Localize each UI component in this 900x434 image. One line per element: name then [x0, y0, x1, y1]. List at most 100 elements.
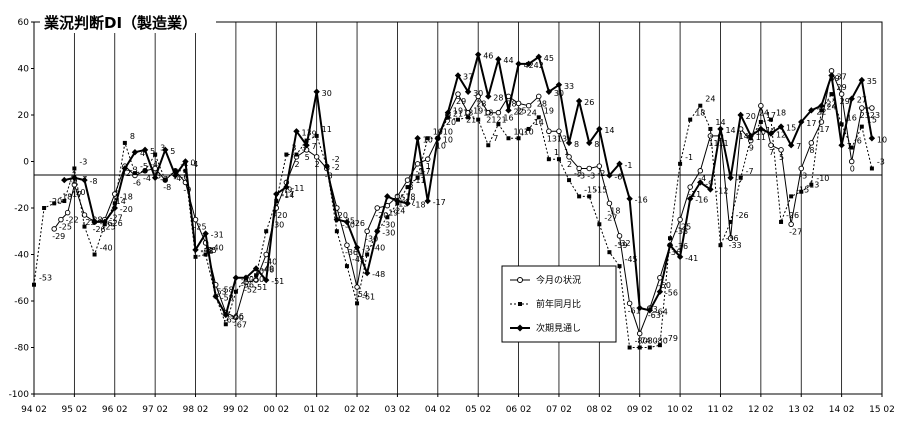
point-marker	[445, 115, 450, 120]
data-label: 16	[847, 113, 857, 122]
data-label: 10	[513, 127, 523, 136]
data-label: 21	[496, 116, 506, 125]
data-label: -56	[665, 289, 678, 298]
data-label: 28	[537, 99, 547, 108]
data-label: -7	[746, 167, 754, 176]
point-marker	[516, 136, 521, 141]
data-label: -8	[69, 177, 77, 186]
point-marker	[597, 222, 602, 227]
data-label: -11	[291, 184, 304, 193]
point-marker	[111, 204, 118, 212]
data-label: 29	[837, 83, 847, 92]
point-marker	[555, 81, 563, 88]
point-marker	[223, 322, 228, 327]
point-marker	[818, 102, 825, 109]
data-label: -48	[372, 270, 385, 279]
x-tick-label: 94 02	[21, 405, 47, 415]
point-marker	[71, 181, 78, 188]
data-label: 30	[473, 89, 483, 98]
data-label: -20	[335, 211, 348, 220]
data-label: -24	[392, 206, 405, 215]
x-tick-label: 14 02	[829, 405, 855, 415]
data-label: -16	[635, 196, 648, 205]
data-label: -26	[110, 219, 123, 228]
point-marker	[122, 140, 127, 145]
point-marker	[42, 206, 47, 210]
data-label: 21	[453, 110, 463, 119]
x-tick-label: 05 02	[465, 405, 491, 415]
data-label: 24	[826, 103, 836, 112]
x-tick-label: 10 02	[667, 405, 693, 415]
data-label: -1	[625, 161, 633, 170]
data-label: 8	[594, 140, 599, 149]
data-label: -45	[352, 255, 365, 264]
data-label: -36	[675, 242, 688, 251]
point-marker	[697, 179, 704, 186]
point-marker	[384, 193, 391, 200]
data-label: -30	[271, 220, 284, 229]
data-label: -18	[413, 200, 426, 209]
data-label: -30	[382, 228, 395, 237]
data-label: -3	[799, 171, 807, 180]
data-label: 16	[503, 113, 513, 122]
data-label: -3	[577, 171, 585, 180]
data-label: -79	[665, 334, 678, 343]
data-label: 2	[567, 160, 572, 169]
point-marker	[476, 117, 481, 122]
point-marker	[606, 172, 613, 179]
point-marker	[536, 115, 541, 120]
data-label: -52	[244, 285, 257, 294]
data-label: -27	[110, 213, 123, 222]
data-label: -6	[614, 172, 622, 181]
point-marker	[757, 125, 765, 133]
point-marker	[112, 201, 117, 206]
data-label: -23	[82, 218, 95, 227]
data-label: 39	[830, 74, 840, 83]
point-marker	[202, 230, 209, 237]
point-marker	[294, 152, 299, 157]
data-label: -66	[231, 312, 244, 321]
data-label: 1	[564, 148, 569, 157]
data-label: -38	[201, 247, 214, 256]
data-label: -32	[618, 239, 631, 248]
y-tick-label: -40	[14, 251, 29, 261]
data-label: -17	[433, 198, 446, 207]
point-marker	[263, 251, 269, 258]
data-label: -40	[264, 258, 277, 267]
data-label: 20	[446, 118, 456, 127]
data-label: -70	[231, 313, 244, 322]
point-marker	[636, 304, 643, 312]
point-marker	[778, 147, 784, 153]
data-label: -36	[668, 248, 681, 257]
x-tick-label: 13 02	[788, 405, 814, 415]
data-label: 18	[463, 109, 473, 118]
point-marker	[283, 183, 290, 191]
point-marker	[839, 122, 844, 127]
data-label: -7	[736, 175, 744, 184]
point-marker	[727, 174, 734, 181]
data-label: -80	[655, 337, 668, 346]
point-marker	[293, 128, 300, 135]
data-label: 20	[746, 112, 756, 121]
point-marker	[192, 216, 199, 223]
point-marker	[344, 264, 349, 269]
legend-marker-0	[517, 277, 523, 283]
point-marker	[233, 289, 238, 294]
data-label: 24	[705, 95, 715, 104]
point-marker	[355, 301, 360, 306]
point-marker	[859, 105, 865, 111]
point-marker	[789, 194, 794, 199]
point-marker	[697, 168, 704, 174]
point-marker	[809, 182, 814, 187]
point-marker	[577, 194, 582, 199]
point-marker	[475, 93, 481, 100]
point-marker	[414, 135, 421, 142]
data-label: 45	[544, 54, 554, 63]
point-marker	[121, 165, 129, 172]
data-label: -17	[281, 190, 294, 199]
point-marker	[62, 199, 67, 204]
data-label: 24	[759, 109, 769, 118]
point-marker	[848, 158, 855, 165]
data-label: -18	[607, 206, 620, 215]
